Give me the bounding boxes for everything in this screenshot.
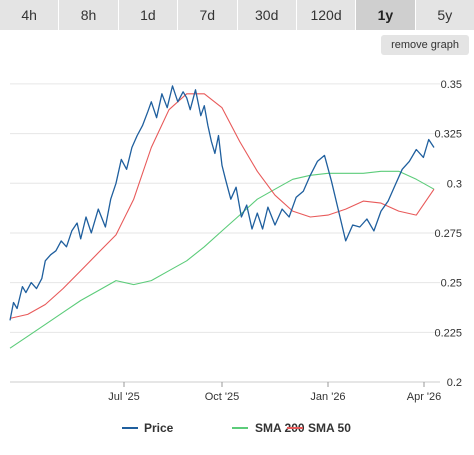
remove-graph-button[interactable]: remove graph [381,35,469,55]
x-tick-label: Apr '26 [407,391,442,403]
y-tick-label: 0.225 [434,327,462,339]
x-axis-ticks: Jul '25 Oct '25 Jan '26 Apr '26 [108,382,441,403]
tab-1d[interactable]: 1d [119,0,179,30]
sma50-line [9,93,435,319]
y-tick-label: 0.25 [441,278,462,290]
tab-8h[interactable]: 8h [59,0,119,30]
tab-30d[interactable]: 30d [238,0,297,30]
y-tick-label: 0.325 [434,129,462,141]
tab-4h[interactable]: 4h [0,0,60,30]
legend-item-label[interactable]: SMA 50 [308,421,351,435]
y-tick-label: 0.3 [447,178,462,190]
tab-1y[interactable]: 1y [356,0,416,30]
legend: Price SMA 200 SMA 50 [122,421,351,435]
series-lines [9,85,435,349]
tab-5y[interactable]: 5y [437,7,453,23]
timeframe-tabs: 4h 8h 1d 7d 30d 120d 1y 5y [0,0,474,30]
grid-lines [10,83,440,383]
tab-120d[interactable]: 120d [297,0,357,30]
sma200-line [9,170,435,349]
x-tick-label: Jul '25 [108,391,139,403]
y-axis-ticks: 0.35 0.325 0.3 0.275 0.25 0.225 0.2 [434,79,462,389]
y-tick-label: 0.275 [434,228,462,240]
x-tick-label: Oct '25 [205,391,240,403]
legend-item-label[interactable]: Price [144,421,174,435]
x-tick-label: Jan '26 [310,391,345,403]
price-line [9,85,435,321]
legend-item-label[interactable]: SMA 200 [255,421,305,435]
tab-7d[interactable]: 7d [178,0,238,30]
y-tick-label: 0.35 [441,79,462,91]
y-tick-label: 0.2 [447,377,462,389]
